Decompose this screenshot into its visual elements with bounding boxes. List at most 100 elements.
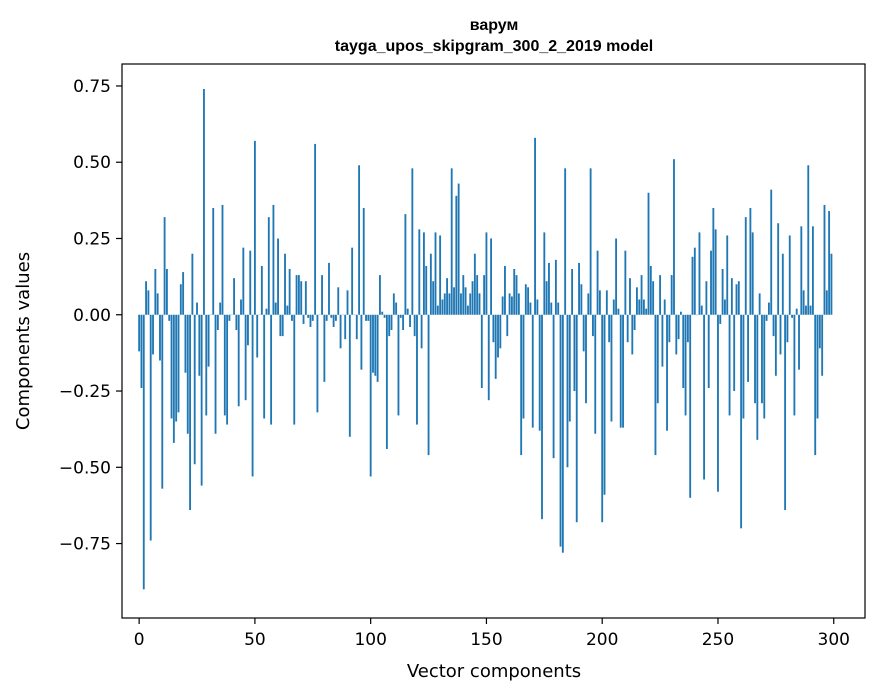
- bar: [742, 314, 745, 419]
- bar: [165, 269, 168, 315]
- bar: [793, 314, 796, 416]
- bar: [170, 314, 173, 419]
- bar: [693, 247, 696, 315]
- bar: [761, 314, 763, 404]
- bar: [668, 314, 671, 343]
- bar: [552, 314, 555, 459]
- bar: [756, 314, 759, 440]
- bar: [214, 314, 217, 434]
- bar: [163, 217, 166, 315]
- bar: [369, 314, 372, 477]
- bar: [807, 165, 810, 315]
- bar: [196, 302, 198, 315]
- bar: [429, 253, 432, 315]
- bar: [818, 314, 821, 349]
- bar: [325, 314, 328, 321]
- bar: [351, 247, 354, 315]
- bar: [622, 314, 624, 428]
- bar: [235, 314, 238, 331]
- bar: [457, 183, 460, 315]
- bar: [483, 275, 486, 315]
- bar: [589, 168, 592, 315]
- bar: [659, 275, 662, 315]
- bar: [594, 314, 597, 434]
- bar: [304, 281, 307, 315]
- bar: [307, 314, 310, 318]
- bar: [707, 314, 710, 388]
- bar: [365, 314, 367, 321]
- bar: [682, 314, 685, 388]
- bar: [527, 287, 530, 315]
- bar: [152, 314, 154, 355]
- bar: [494, 314, 497, 379]
- bar: [723, 299, 726, 315]
- bar: [339, 314, 342, 349]
- bar: [541, 314, 543, 520]
- bar: [358, 165, 361, 315]
- bar: [598, 290, 601, 315]
- bar: [816, 314, 819, 419]
- bar: [330, 314, 333, 318]
- bar: [418, 229, 421, 315]
- bar: [823, 204, 826, 315]
- bar: [291, 314, 293, 321]
- y-tick-label: 0.00: [73, 306, 111, 326]
- bar: [640, 275, 643, 315]
- bar: [582, 314, 585, 352]
- bar: [286, 305, 289, 315]
- bar: [728, 314, 731, 416]
- bar: [427, 314, 430, 456]
- bar: [413, 314, 416, 337]
- y-tick-label: −0.25: [59, 382, 111, 402]
- bar: [411, 168, 414, 315]
- bar: [798, 314, 800, 370]
- bar: [605, 290, 608, 315]
- bar: [191, 253, 194, 315]
- bar: [446, 278, 448, 315]
- bar: [784, 314, 787, 510]
- bar: [309, 314, 312, 327]
- bar: [633, 314, 636, 331]
- bar: [267, 217, 270, 315]
- bar: [207, 314, 210, 367]
- bar: [561, 314, 564, 553]
- bar: [735, 284, 738, 315]
- bar: [288, 269, 291, 315]
- bar: [568, 314, 571, 422]
- bar: [263, 314, 266, 419]
- bar: [140, 314, 143, 388]
- bar: [397, 314, 400, 416]
- bar: [631, 314, 634, 355]
- bar: [774, 314, 777, 376]
- bar: [332, 314, 335, 327]
- x-tick-label: 150: [470, 630, 502, 650]
- bar: [284, 253, 286, 315]
- bar: [786, 314, 789, 343]
- bar: [587, 293, 590, 315]
- bar: [198, 314, 201, 376]
- bar: [464, 287, 467, 315]
- bar: [212, 207, 215, 315]
- bar: [726, 235, 729, 315]
- bar: [617, 308, 620, 315]
- bar: [805, 305, 807, 315]
- bar: [432, 281, 435, 315]
- bar: [272, 204, 275, 315]
- bar: [471, 281, 474, 315]
- bar: [346, 290, 349, 315]
- bar: [367, 314, 370, 321]
- bar: [744, 217, 747, 315]
- bar: [147, 290, 150, 315]
- x-tick-label: 200: [586, 630, 618, 650]
- bar: [802, 290, 805, 315]
- y-tick-label: 0.75: [73, 77, 111, 97]
- bar: [554, 259, 557, 315]
- bar: [531, 314, 534, 428]
- x-tick-label: 250: [702, 630, 734, 650]
- bar: [767, 302, 770, 315]
- bar: [314, 143, 317, 315]
- y-axis-ticks: −0.75 −0.50 −0.25 0.00 0.25 0.50 0.75: [59, 77, 122, 555]
- bar: [434, 232, 437, 315]
- bar: [466, 305, 469, 315]
- bar: [279, 314, 282, 337]
